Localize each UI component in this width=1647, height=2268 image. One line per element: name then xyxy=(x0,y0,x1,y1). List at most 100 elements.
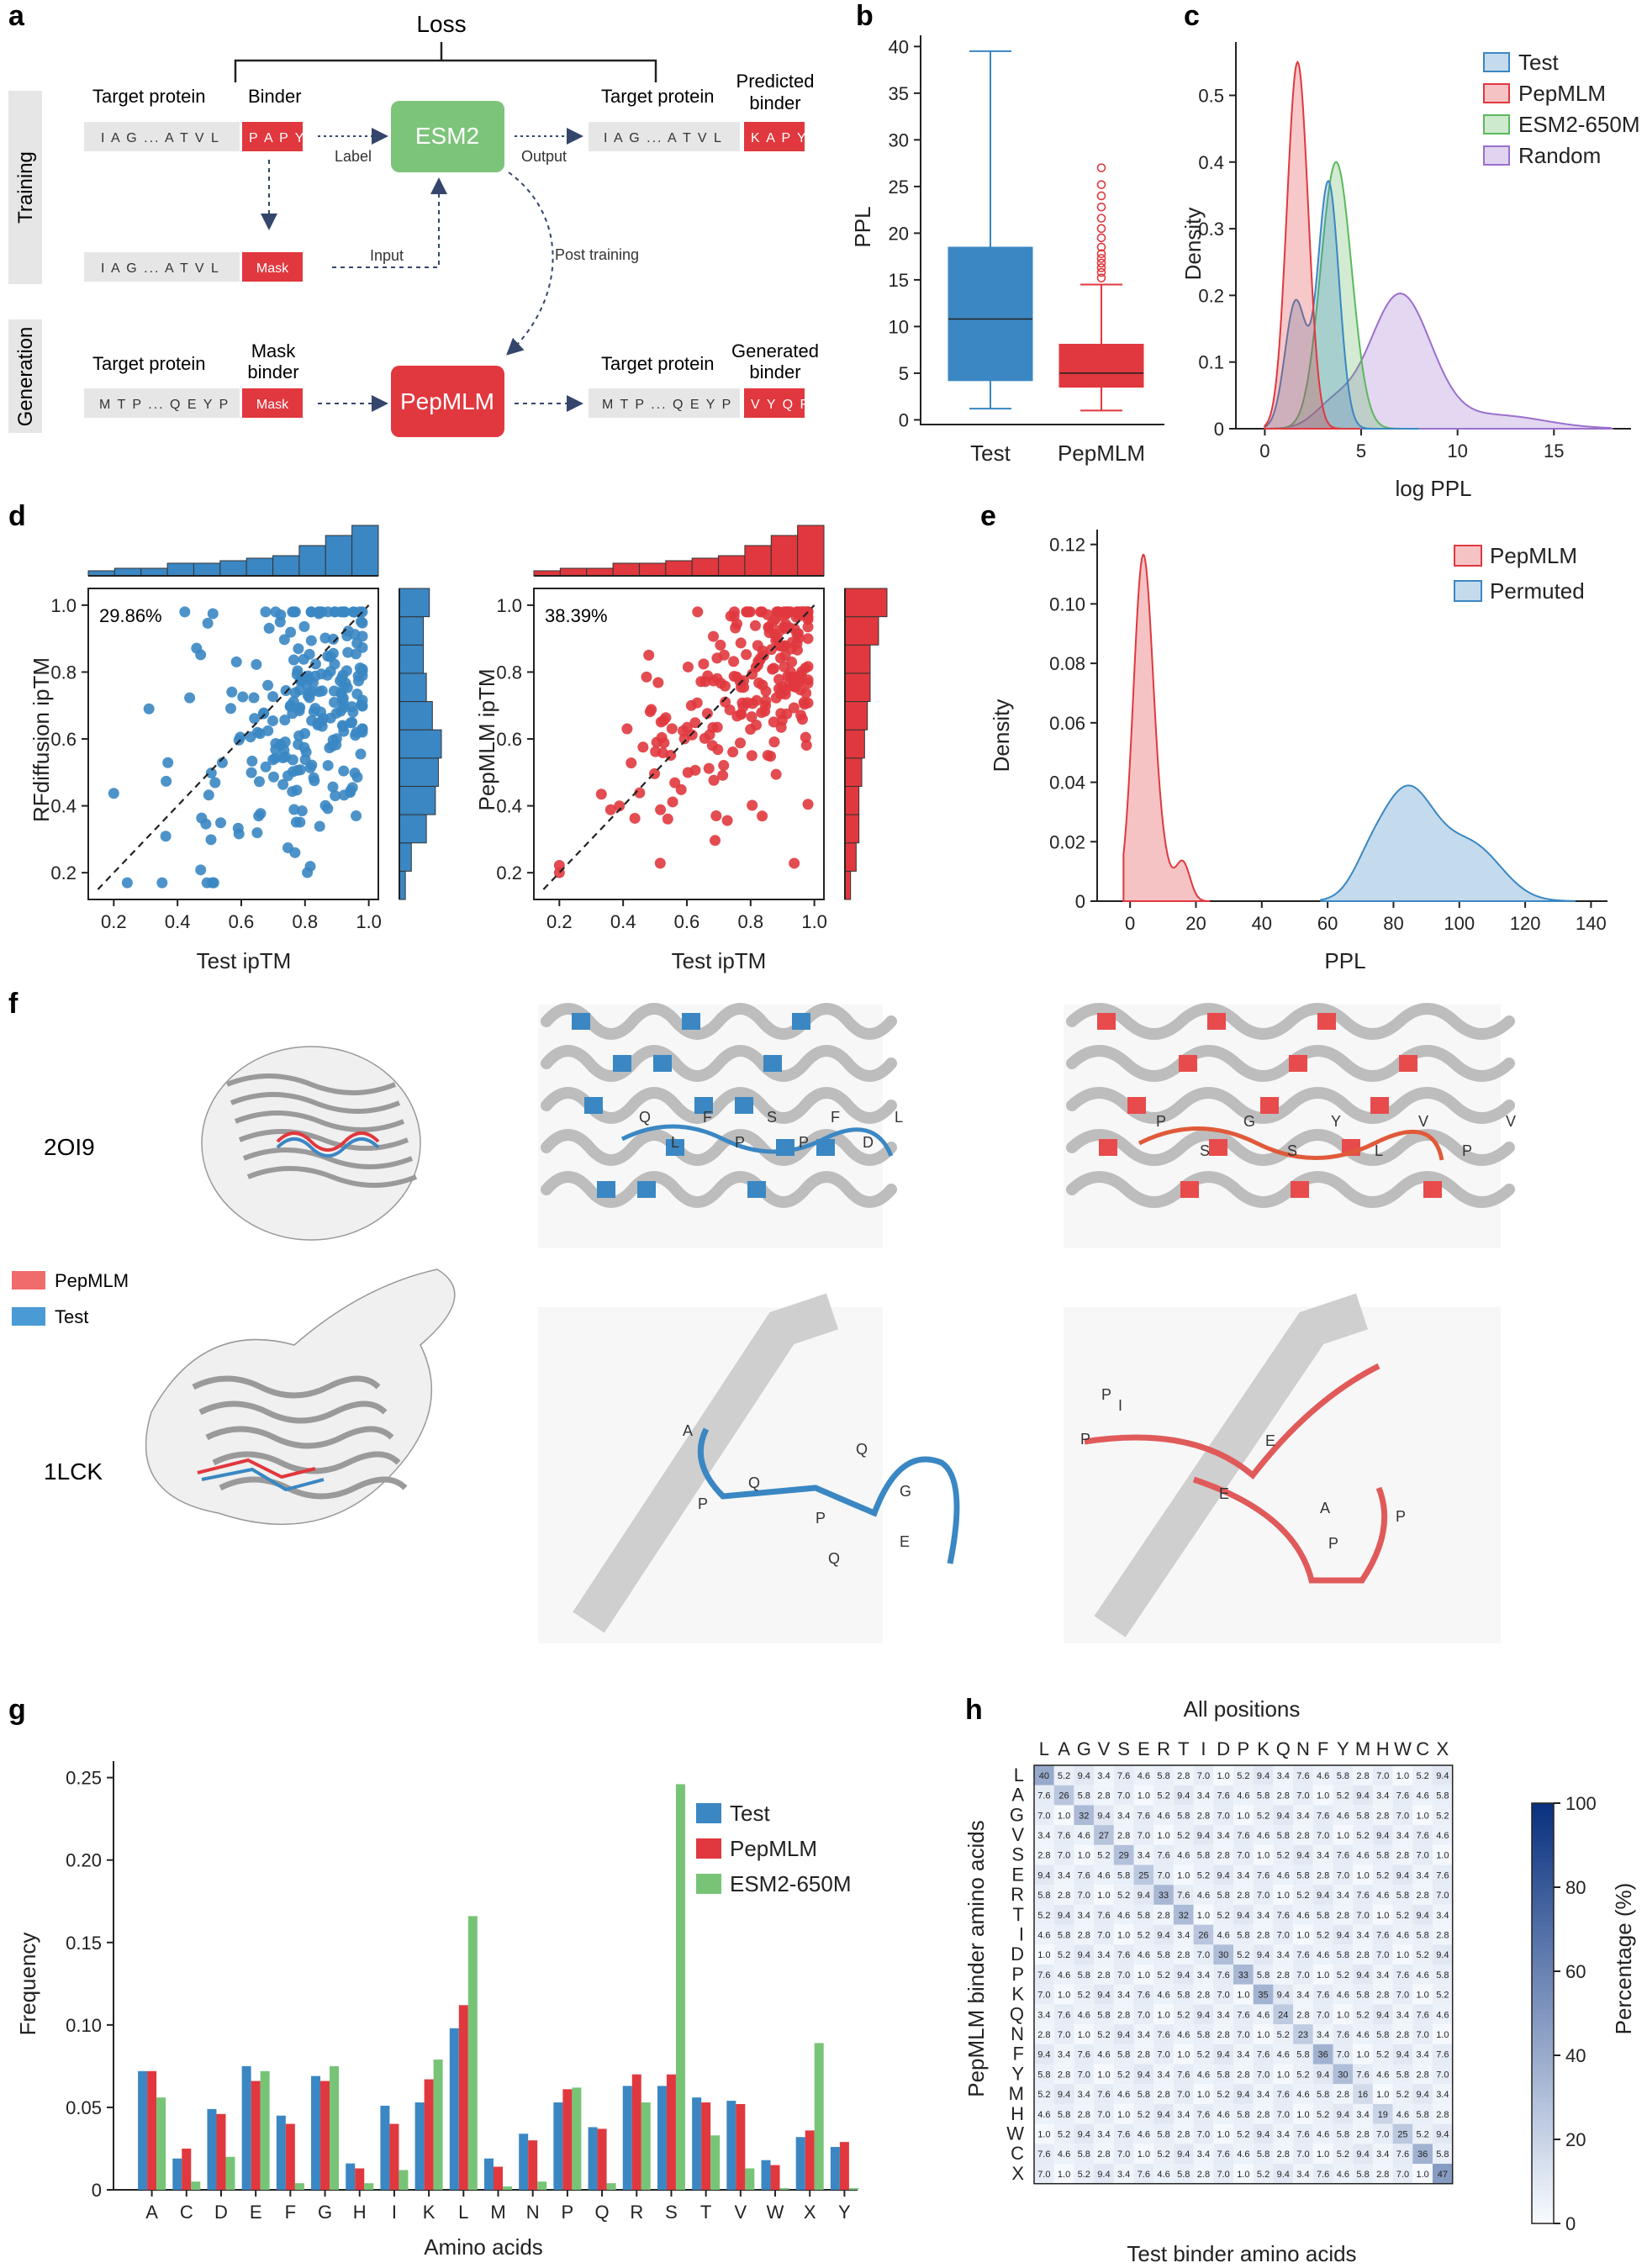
h-cell xyxy=(1173,2064,1194,2085)
g-bar-esm2-650m xyxy=(814,2043,824,2190)
d-top-hist-bar xyxy=(797,525,825,577)
h-cell xyxy=(1053,1865,1074,1886)
h-row-label: Y xyxy=(1011,2063,1024,2084)
f-legend-test: Test xyxy=(55,1306,88,1327)
h-cell-value: 9.4 xyxy=(1097,1991,1110,2001)
d-right-hist-bar xyxy=(399,729,442,759)
h-col-label: I xyxy=(1201,1738,1206,1759)
e-ylabel: Density xyxy=(989,699,1014,773)
h-cell xyxy=(1412,1904,1433,1925)
d-right-hist-bar xyxy=(399,672,427,703)
h-colorbar-step xyxy=(1532,2152,1554,2157)
c-ytick-label: 0.5 xyxy=(1198,85,1224,106)
h-cell-value: 9.4 xyxy=(1138,1891,1150,1901)
h-colorbar-step xyxy=(1532,1946,1554,1951)
g-bar-esm2-650m xyxy=(467,1916,478,2190)
f-1lck-test-binder xyxy=(697,1427,960,1564)
h-colorbar-step xyxy=(1532,2076,1554,2081)
h-cell xyxy=(1412,1865,1433,1886)
d-point xyxy=(692,606,704,618)
h-cell xyxy=(1094,1825,1114,1845)
h-cell-value: 3.4 xyxy=(1177,2110,1190,2120)
f-row2-label: 1LCK xyxy=(44,1458,103,1485)
h-cell xyxy=(1392,2064,1413,2085)
f-helix xyxy=(1066,1087,1515,1124)
b-outlier xyxy=(1096,163,1106,172)
h-cell xyxy=(1153,2123,1174,2144)
h-cell-value: 5.2 xyxy=(1277,1851,1290,1861)
h-cell xyxy=(1053,1924,1074,1945)
h-colorbar-step xyxy=(1532,2047,1554,2052)
d-point xyxy=(710,810,722,821)
d-point xyxy=(708,630,720,642)
h-cell xyxy=(1133,2044,1154,2065)
d-point xyxy=(319,632,331,644)
h-cell xyxy=(1213,2084,1233,2104)
h-cell-value: 2.8 xyxy=(1197,1811,1210,1821)
g-bar-esm2-650m xyxy=(848,2188,858,2190)
g-xlabel: Amino acids xyxy=(424,2234,543,2260)
h-cell xyxy=(1253,2164,1274,2184)
h-cell xyxy=(1153,1944,1174,1965)
h-cell-value: 2.8 xyxy=(1117,2010,1130,2020)
h-cell xyxy=(1293,1984,1313,2005)
h-colorbar-step xyxy=(1532,2160,1554,2165)
h-cell-value: 5.8 xyxy=(1157,2129,1169,2139)
d-point xyxy=(774,688,786,700)
h-cell-value: 4.6 xyxy=(1058,2149,1070,2160)
h-colorbar-tick-label: 20 xyxy=(1565,2129,1586,2150)
h-cell xyxy=(1312,2103,1333,2124)
h-cell xyxy=(1372,2123,1393,2144)
d-xtick-label: 0.6 xyxy=(674,911,700,932)
h-cell xyxy=(1392,2144,1413,2164)
h-colorbar-step xyxy=(1532,2093,1554,2098)
h-cell-value: 7.6 xyxy=(1396,1970,1409,1981)
h-col-label: S xyxy=(1117,1738,1130,1759)
d-right-hist-bar xyxy=(399,785,436,815)
h-cell xyxy=(1372,1785,1393,1806)
h-cell-value: 3.4 xyxy=(1376,2149,1389,2160)
d-ytick-label: 1.0 xyxy=(496,595,522,616)
h-cell-value: 2.8 xyxy=(1356,1771,1369,1781)
h-cell xyxy=(1392,1865,1413,1886)
h-colorbar-step xyxy=(1532,1980,1554,1985)
h-colorbar-step xyxy=(1532,1862,1554,1867)
h-cell xyxy=(1273,1944,1294,1965)
h-cell xyxy=(1094,1904,1114,1925)
h-cell-value: 7.0 xyxy=(1436,1891,1449,1901)
h-cell-value: 7.0 xyxy=(1376,2129,1389,2139)
h-colorbar-step xyxy=(1532,1807,1554,1812)
h-cell-value: 7.0 xyxy=(1436,2070,1449,2080)
h-col-label: A xyxy=(1058,1738,1070,1759)
h-cell-value: 7.6 xyxy=(1436,2050,1449,2060)
h-cell xyxy=(1333,1885,1354,1905)
h-cell-value: 2.8 xyxy=(1237,1891,1249,1901)
h-title: All positions xyxy=(1184,1696,1301,1722)
h-cell xyxy=(1333,1984,1354,2005)
h-cell-value: 5.8 xyxy=(1317,2090,1329,2100)
h-cell xyxy=(1392,2123,1413,2144)
h-cell-value: 2.8 xyxy=(1376,1991,1389,2001)
d-point xyxy=(328,685,340,697)
d-point xyxy=(308,772,319,783)
h-cell xyxy=(1053,2044,1074,2065)
g-bar-esm2-650m xyxy=(156,2097,166,2190)
e-ytick-label: 0.06 xyxy=(1049,713,1085,734)
h-cell xyxy=(1293,1805,1313,1826)
h-cell-value: 4.6 xyxy=(1396,1930,1409,1940)
h-cell-value: 7.0 xyxy=(1376,1771,1389,1781)
h-colorbar-step xyxy=(1532,1883,1554,1888)
h-cell xyxy=(1333,2144,1354,2164)
d-point xyxy=(289,847,301,858)
training-label: Training xyxy=(14,151,37,224)
h-cell-value: 3.4 xyxy=(1417,2050,1429,2060)
h-cell-value: 9.4 xyxy=(1417,1911,1429,1921)
g-bar-pepmlm xyxy=(839,2142,849,2190)
d-point xyxy=(637,741,649,753)
h-cell xyxy=(1193,1865,1214,1886)
d-point xyxy=(626,757,637,769)
d-point xyxy=(770,768,782,780)
h-cell xyxy=(1312,1904,1333,1925)
h-row-label: A xyxy=(1011,1785,1024,1806)
h-cell xyxy=(1153,1844,1174,1865)
